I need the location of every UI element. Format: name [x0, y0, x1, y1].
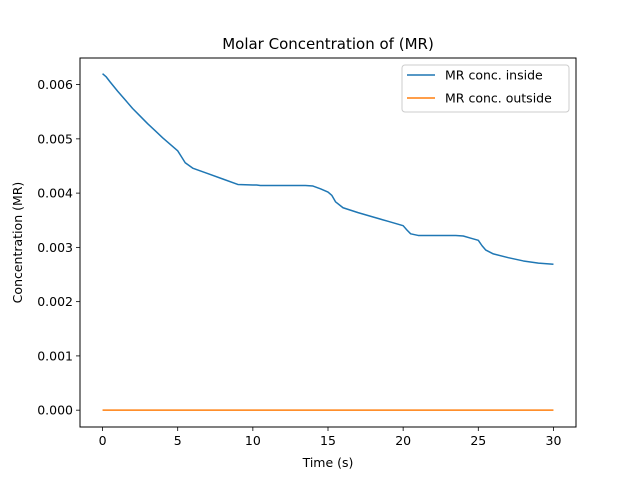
x-tick-label: 5 [174, 433, 182, 448]
y-tick-label: 0.005 [37, 131, 73, 146]
chart-title: Molar Concentration of (MR) [222, 35, 434, 53]
series-layer [102, 73, 554, 411]
y-axis-label: Concentration (MR) [10, 182, 25, 304]
x-tick-label: 10 [245, 433, 261, 448]
series-line-0 [102, 73, 554, 265]
x-axis-label: Time (s) [302, 455, 354, 470]
x-tick-label: 20 [395, 433, 411, 448]
y-tick-label: 0.006 [37, 77, 73, 92]
plot-frame [79, 57, 577, 428]
x-tick-label: 25 [470, 433, 486, 448]
y-tick-label: 0.002 [37, 294, 73, 309]
x-tick-label: 15 [320, 433, 336, 448]
plot-area [79, 57, 577, 428]
y-axis: 0.000 0.001 0.002 0.003 0.004 0.005 0.006 [37, 77, 80, 418]
x-tick-label: 0 [99, 433, 107, 448]
y-tick-label: 0.001 [37, 348, 73, 363]
legend-box [401, 64, 570, 113]
x-tick-label: 30 [546, 433, 562, 448]
y-tick-label: 0.003 [37, 240, 73, 255]
legend: MR conc. inside MR conc. outside [401, 64, 570, 113]
x-axis: 0 5 10 15 20 25 30 [99, 427, 562, 448]
y-tick-label: 0.004 [37, 186, 73, 201]
y-tick-label: 0.000 [37, 403, 73, 418]
legend-label-inside: MR conc. inside [445, 68, 543, 83]
legend-label-outside: MR conc. outside [445, 91, 552, 106]
